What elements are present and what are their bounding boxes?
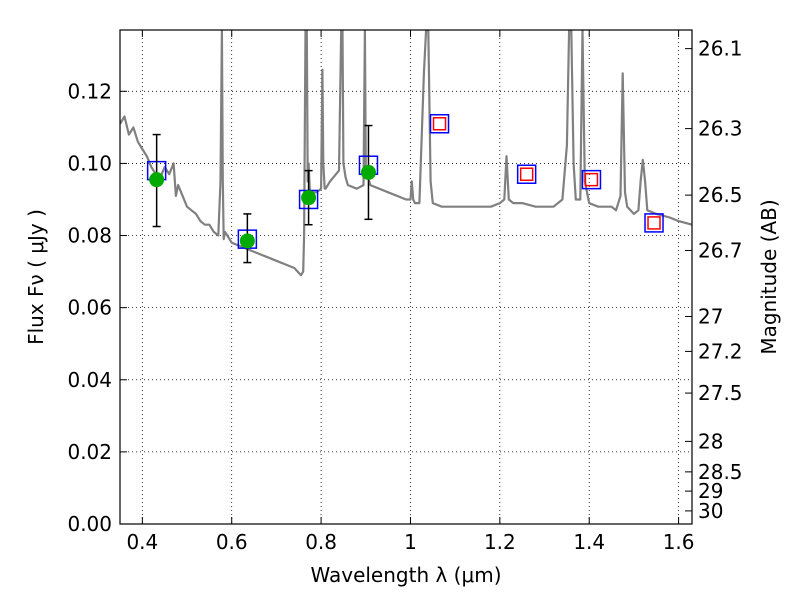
- x-tick-label: 0.6: [216, 530, 248, 554]
- axes: 0.4 0.6 0.8 1 1.2 1.4 1.6 0.00 0.02 0.04 0.06 0.08 0…: [67, 30, 743, 554]
- y2-tick-label: 30: [698, 499, 723, 523]
- plot-frame: [119, 29, 693, 525]
- plot-area: [120, 30, 692, 277]
- model-band-square: [516, 164, 537, 184]
- model-band-square: [644, 213, 664, 233]
- y-tick-label: 0.02: [67, 440, 112, 464]
- model-band-square: [429, 114, 450, 134]
- x-tick-label: 1: [404, 530, 417, 554]
- y-tick-label: 0.10: [67, 151, 112, 175]
- y2-tick-label: 29: [698, 479, 723, 503]
- observed-flux-point: [301, 190, 317, 206]
- y2-tick-label: 28: [698, 429, 723, 453]
- y2-tick-label: 28.5: [698, 460, 743, 484]
- model-band-square: [581, 169, 602, 190]
- observed-flux-point: [360, 164, 376, 180]
- x-tick-label: 0.8: [305, 530, 337, 554]
- model-band-square-inner: [647, 216, 661, 230]
- y2-tick-label: 26.7: [698, 238, 743, 262]
- y-tick-label: 0.12: [67, 79, 112, 103]
- observed-flux-point: [239, 233, 255, 249]
- y-axis-label: Flux Fν ( μJy ): [24, 209, 48, 345]
- y2-tick-label: 27.5: [698, 381, 743, 405]
- y2-tick-label: 26.3: [698, 117, 743, 141]
- model-band-square-inner: [519, 167, 534, 181]
- model-band-square-inner: [432, 117, 447, 131]
- x-tick-label: 0.4: [126, 530, 158, 554]
- y2-tick-label: 27: [698, 304, 723, 328]
- x-axis-label: Wavelength λ (μm): [310, 563, 501, 587]
- model-spectrum-line: [120, 30, 692, 277]
- y-tick-label: 0.08: [67, 224, 112, 248]
- y-tick-label: 0.04: [67, 368, 112, 392]
- y2-tick-label: 27.2: [698, 339, 743, 363]
- x-tick-label: 1.2: [484, 530, 516, 554]
- x-tick-label: 1.6: [663, 530, 695, 554]
- x-tick-label: 1.4: [573, 530, 605, 554]
- model-band-square-inner: [584, 172, 599, 187]
- y2-tick-label: 26.1: [698, 37, 743, 61]
- observed-flux-point: [149, 172, 165, 188]
- y2-axis-label: Magnitude (AB): [757, 199, 781, 354]
- y2-tick-label: 26.5: [698, 183, 743, 207]
- y-tick-label: 0.00: [67, 512, 112, 536]
- y-tick-label: 0.06: [67, 296, 112, 320]
